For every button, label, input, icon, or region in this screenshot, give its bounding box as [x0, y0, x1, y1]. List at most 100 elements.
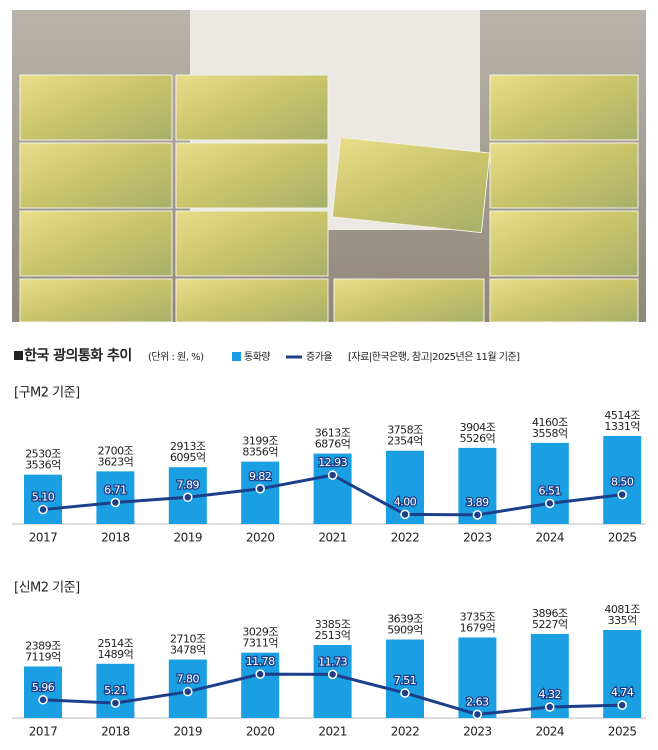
x-tick-label: 2025 — [608, 725, 637, 739]
subtitle: [신M2 기준] — [14, 581, 80, 596]
label-line: 3478억 — [170, 644, 206, 657]
x-tick-label: 2024 — [536, 531, 565, 545]
rate-point — [617, 700, 627, 710]
rate-point — [472, 709, 483, 720]
bar-value-label: 3639조 5909억 — [387, 613, 423, 637]
x-tick-label: 2020 — [246, 531, 275, 545]
label-line: 7311억 — [242, 637, 278, 650]
rate-value-label: 5.10 — [32, 491, 55, 504]
x-tick-label: 2021 — [318, 531, 347, 545]
x-tick-label: 2022 — [391, 725, 420, 739]
rate-value-label: 5.21 — [104, 684, 127, 697]
bar-value-label: 2710조 3478억 — [170, 633, 206, 657]
x-tick-label: 2020 — [246, 725, 275, 739]
label-line: 3758조 — [387, 424, 423, 437]
rate-point — [110, 698, 121, 708]
bar-value-label: 2700조 3623억 — [98, 444, 134, 468]
x-tick-label: 2019 — [174, 725, 203, 739]
label-line: 3385조 — [315, 618, 351, 631]
label-line: 5526억 — [460, 432, 496, 445]
photo — [12, 10, 646, 323]
bar-value-label: 3735조 1679억 — [460, 610, 496, 634]
bar — [313, 645, 352, 718]
legend-label: 통화량 — [244, 351, 270, 363]
label-line: 2700조 — [98, 444, 134, 457]
bar-value-label: 3613조 6876억 — [315, 427, 351, 451]
rate-point — [400, 509, 410, 520]
x-tick-label: 2018 — [101, 725, 130, 739]
legend-swatch — [232, 352, 241, 361]
rate-value-label: 7.89 — [177, 478, 200, 491]
bar-value-label: 2389조 7119억 — [25, 639, 61, 663]
bar — [241, 652, 280, 718]
rate-value-label: 12.93 — [318, 456, 347, 469]
rate-value-label: 4.32 — [539, 688, 562, 701]
label-line: 3896조 — [532, 607, 568, 620]
bar — [96, 471, 135, 524]
label-line: 5909억 — [387, 624, 423, 637]
source: [자료|한국은행, 참고|2025년은 11월 기준] — [348, 351, 520, 363]
rate-point — [545, 498, 555, 509]
rate-point — [545, 702, 555, 712]
label-line: 2530조 — [25, 448, 61, 461]
rate-point — [38, 695, 48, 705]
unit: (단위 : 원, %) — [148, 350, 204, 363]
label-line: 335억 — [608, 614, 637, 627]
bar-value-label: 2530조 3536억 — [25, 448, 61, 472]
rate-point — [617, 489, 627, 500]
bar-value-label: 4160조 3558억 — [532, 416, 568, 440]
bar-value-label: 2514조 1489억 — [98, 637, 134, 661]
label-line: 1489억 — [98, 648, 134, 661]
x-tick-label: 2018 — [101, 531, 130, 545]
title: 한국 광의통화 추이 — [24, 347, 132, 364]
subtitle: [구M2 기준] — [14, 386, 80, 401]
rate-point — [327, 470, 338, 480]
rate-value-label: 7.51 — [394, 674, 417, 687]
x-tick-label: 2024 — [536, 725, 565, 739]
label-line: 3558억 — [532, 427, 568, 440]
label-line: 2354억 — [387, 435, 423, 448]
x-tick-label: 2021 — [318, 725, 347, 739]
bar-value-label: 3385조 2513억 — [315, 618, 351, 642]
label-line: 3613조 — [315, 427, 351, 440]
rate-point — [183, 492, 193, 503]
bar-value-label: 3758조 2354억 — [387, 424, 423, 448]
bar-value-label: 3896조 5227억 — [532, 607, 568, 631]
bar — [386, 639, 424, 718]
label-line: 1679억 — [460, 621, 496, 634]
label-line: 6095억 — [170, 451, 206, 464]
label-line: 4081조 — [604, 603, 640, 616]
x-tick-label: 2022 — [391, 531, 420, 545]
label-line: 3904조 — [460, 421, 496, 434]
label-line: 3536억 — [25, 459, 61, 472]
label-line: 2513억 — [315, 629, 351, 642]
rate-point — [110, 497, 121, 508]
rate-value-label: 2.63 — [466, 695, 489, 708]
label-line: 3639조 — [387, 613, 423, 626]
label-line: 2514조 — [98, 637, 134, 650]
title-bullet — [14, 351, 23, 360]
rate-value-label: 7.80 — [177, 673, 200, 686]
x-tick-label: 2017 — [29, 531, 58, 545]
bar-value-label: 4514조 1331억 — [604, 409, 640, 433]
label-line: 4160조 — [532, 416, 568, 429]
rate-point — [400, 688, 410, 698]
rate-point — [255, 484, 265, 494]
bar — [24, 666, 62, 718]
rate-point — [38, 504, 48, 515]
bar-value-label: 2913조 6095억 — [170, 440, 206, 464]
bar — [24, 474, 62, 524]
x-tick-label: 2023 — [463, 725, 492, 739]
bar-value-label: 3199조 8356억 — [242, 435, 278, 459]
rate-value-label: 11.73 — [318, 655, 347, 668]
label-line: 5227억 — [532, 618, 568, 631]
label-line: 3735조 — [460, 610, 496, 623]
rate-point — [472, 510, 483, 520]
x-tick-label: 2017 — [29, 725, 58, 739]
rate-value-label: 11.78 — [246, 655, 275, 668]
label-line: 3623억 — [98, 455, 134, 468]
bar-value-label: 3029조 7311억 — [242, 626, 278, 650]
label-line: 3029조 — [242, 626, 278, 639]
rate-point — [183, 686, 193, 697]
